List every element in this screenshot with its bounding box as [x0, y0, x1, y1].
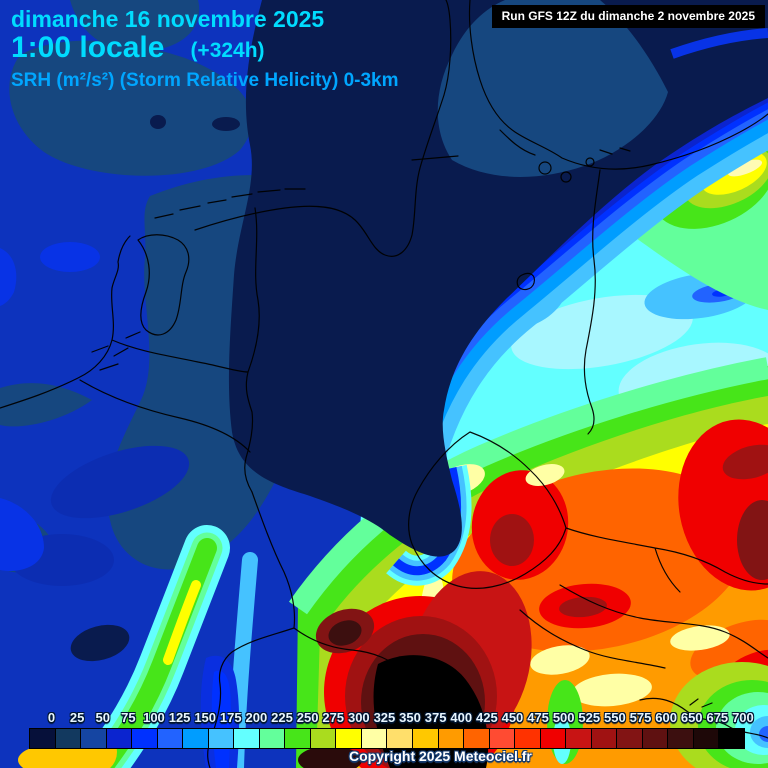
scale-swatch — [693, 729, 720, 748]
forecast-hour-offset: (+324h) — [190, 39, 265, 62]
scale-swatch — [106, 729, 133, 748]
scale-value: 675 — [706, 710, 729, 725]
scale-value: 450 — [501, 710, 524, 725]
forecast-local-time: 1:00 locale — [11, 31, 165, 64]
scale-swatch — [540, 729, 567, 748]
scale-value: 375 — [424, 710, 447, 725]
scale-value: 200 — [245, 710, 268, 725]
scale-value: 650 — [680, 710, 703, 725]
scale-swatch — [234, 729, 260, 748]
map-warm-region — [288, 357, 768, 768]
scale-swatch — [285, 729, 311, 748]
forecast-date: dimanche 16 novembre 2025 — [11, 6, 325, 32]
scale-swatch — [361, 729, 388, 748]
map-navy-minimum — [70, 0, 768, 662]
scale-swatch — [489, 729, 516, 748]
scale-swatch — [30, 729, 56, 748]
scale-swatch — [668, 729, 694, 748]
scale-value: 250 — [296, 710, 319, 725]
scale-value: 525 — [578, 710, 601, 725]
scale-value: 475 — [527, 710, 549, 725]
scale-value: 150 — [194, 710, 217, 725]
scale-swatch — [617, 729, 643, 748]
scale-swatch — [387, 729, 413, 748]
scale-value: 350 — [399, 710, 421, 725]
scale-value: 575 — [629, 710, 652, 725]
parameter-label: SRH (m²/s²) (Storm Relative Helicity) 0-… — [11, 70, 399, 91]
scale-swatch — [438, 729, 465, 748]
scale-value: 125 — [168, 710, 191, 725]
copyright-text: Copyright 2025 Meteociel.fr — [349, 748, 532, 764]
scale-value: 175 — [219, 710, 242, 725]
scale-swatch — [464, 729, 490, 748]
scale-value: 75 — [121, 710, 136, 725]
scale-swatch — [642, 729, 669, 748]
scale-swatch — [259, 729, 286, 748]
scale-swatch — [183, 729, 209, 748]
scale-swatch — [515, 729, 541, 748]
scale-value: 50 — [95, 710, 110, 725]
color-scale-bar — [29, 728, 745, 749]
scale-value: 300 — [347, 710, 370, 725]
scale-value: 425 — [475, 710, 498, 725]
scale-swatch — [157, 729, 184, 748]
scale-value: 700 — [732, 710, 754, 725]
scale-value: 600 — [655, 710, 677, 725]
scale-swatch — [208, 729, 235, 748]
scale-value: 325 — [373, 710, 396, 725]
scale-swatch — [132, 729, 158, 748]
scale-value: 275 — [322, 710, 345, 725]
scale-swatch — [566, 729, 592, 748]
scale-value: 400 — [450, 710, 473, 725]
scale-swatch — [719, 729, 744, 748]
scale-swatch — [55, 729, 82, 748]
scale-swatch — [336, 729, 362, 748]
scale-swatch — [81, 729, 107, 748]
scale-swatch — [412, 729, 439, 748]
model-run-info: Run GFS 12Z du dimanche 2 novembre 2025 — [491, 5, 765, 28]
scale-value: 100 — [143, 710, 165, 725]
scale-value: 550 — [604, 710, 626, 725]
scale-value: 225 — [271, 710, 293, 725]
scale-swatch — [591, 729, 618, 748]
scale-value: 25 — [69, 710, 85, 725]
scale-swatch — [310, 729, 337, 748]
forecast-time-row: 1:00 locale (+324h) — [11, 33, 265, 63]
scale-value: 500 — [552, 710, 575, 725]
scale-value: 0 — [47, 710, 56, 725]
